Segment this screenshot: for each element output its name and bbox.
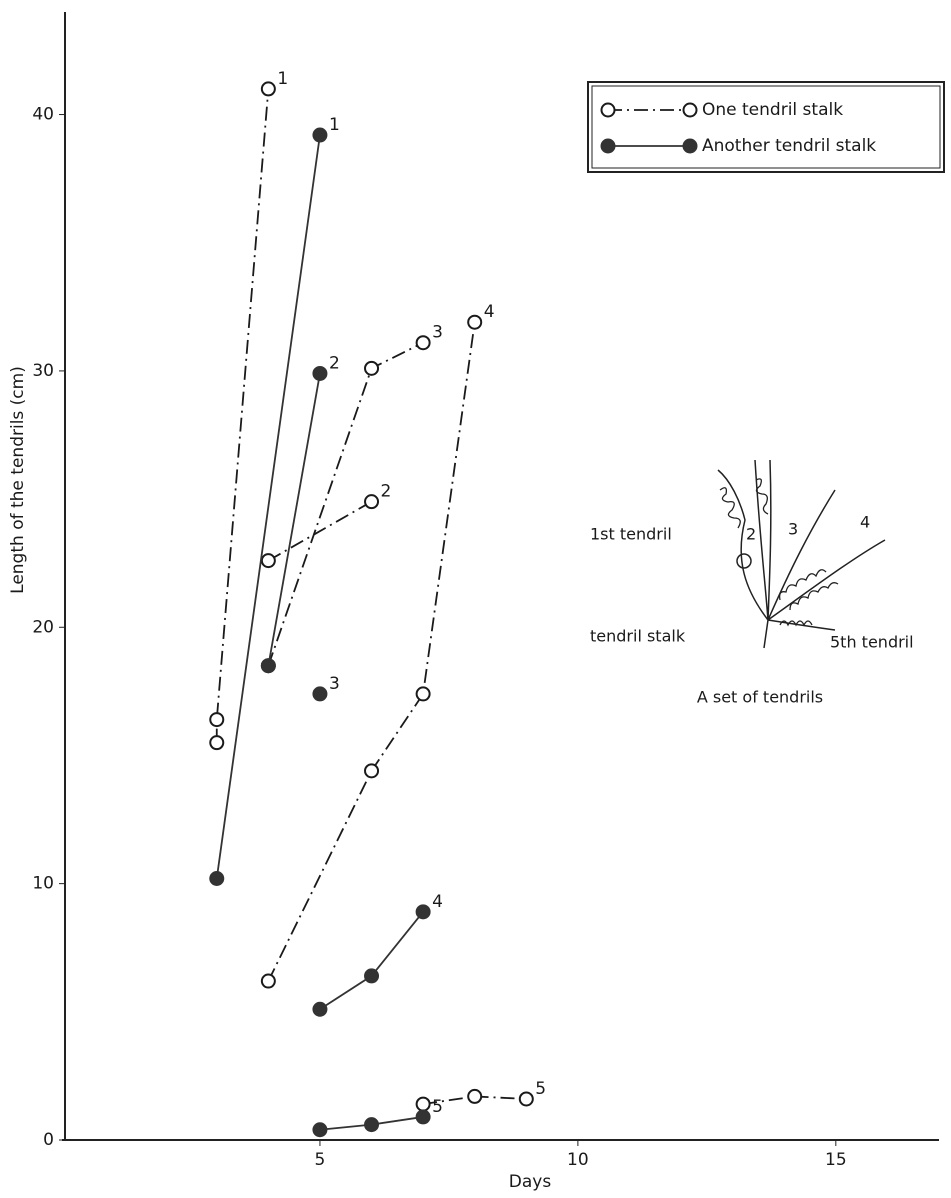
point	[467, 314, 483, 330]
point	[209, 735, 225, 751]
point	[312, 1001, 328, 1017]
point	[260, 658, 276, 674]
tendril-label: 3	[432, 323, 443, 343]
point	[415, 1109, 431, 1125]
tendril-label: 5	[535, 1079, 546, 1099]
point	[312, 365, 328, 381]
inset-label: 1st tendril	[590, 525, 672, 544]
y-tick-label: 10	[32, 874, 54, 894]
x-axis-label: Days	[509, 1172, 552, 1192]
series-line	[215, 88, 270, 743]
inset-diagram: 1st tendril 2 3 4 tendril stalk 5th tend…	[590, 459, 914, 707]
x-tick-label: 5	[315, 1150, 326, 1170]
series-line	[267, 322, 476, 982]
series-line	[267, 373, 321, 666]
x-tick-label: 15	[825, 1150, 847, 1170]
tendril-label: 2	[329, 353, 340, 373]
point	[312, 686, 328, 702]
series-line	[267, 341, 424, 667]
series-line	[215, 134, 321, 879]
point	[415, 335, 431, 351]
inset-label: tendril stalk	[590, 627, 686, 646]
legend-label: Another tendril stalk	[702, 136, 876, 156]
point	[312, 127, 328, 143]
point	[260, 81, 276, 97]
point	[364, 1117, 380, 1133]
legend-box	[587, 81, 945, 173]
point	[415, 904, 431, 920]
tendril-sketch	[717, 459, 886, 649]
tendril-label: 4	[484, 302, 495, 322]
tendril-label: 5	[432, 1097, 443, 1117]
legend-box-inner	[591, 85, 941, 169]
legend-marker	[600, 138, 616, 154]
tendril-label: 4	[432, 892, 443, 912]
point	[518, 1091, 534, 1107]
legend-marker	[682, 138, 698, 154]
y-axis-label: Length of the tendrils (cm)	[8, 366, 28, 594]
legend-marker	[600, 102, 616, 118]
series-line	[267, 500, 372, 562]
tendril-coils	[719, 478, 839, 627]
point	[260, 553, 276, 569]
tendril-label: 2	[381, 482, 392, 502]
point	[364, 763, 380, 779]
point	[209, 871, 225, 887]
legend-label: One tendril stalk	[702, 100, 843, 120]
y-tick-label: 20	[32, 617, 54, 637]
point	[364, 968, 380, 984]
point	[364, 360, 380, 376]
point	[260, 973, 276, 989]
point	[415, 686, 431, 702]
y-tick-label: 40	[32, 105, 54, 125]
inset-label: 3	[788, 520, 798, 539]
inset-label: 5th tendril	[830, 633, 914, 652]
tendril-label: 1	[329, 115, 340, 135]
y-tick-label: 30	[32, 361, 54, 381]
tendril-label: 3	[329, 674, 340, 694]
point	[209, 712, 225, 728]
inset-label: 4	[860, 513, 870, 532]
tendril-label: 1	[277, 69, 288, 89]
x-tick-label: 10	[567, 1150, 589, 1170]
tendril-coil	[736, 553, 752, 569]
point	[467, 1088, 483, 1104]
series-line	[319, 911, 424, 1011]
inset-label: 2	[746, 525, 756, 544]
point	[415, 1096, 431, 1112]
legend-marker	[682, 102, 698, 118]
inset-title: A set of tendrils	[697, 688, 823, 707]
y-tick-label: 0	[43, 1130, 54, 1150]
point	[364, 494, 380, 510]
point	[312, 1122, 328, 1138]
